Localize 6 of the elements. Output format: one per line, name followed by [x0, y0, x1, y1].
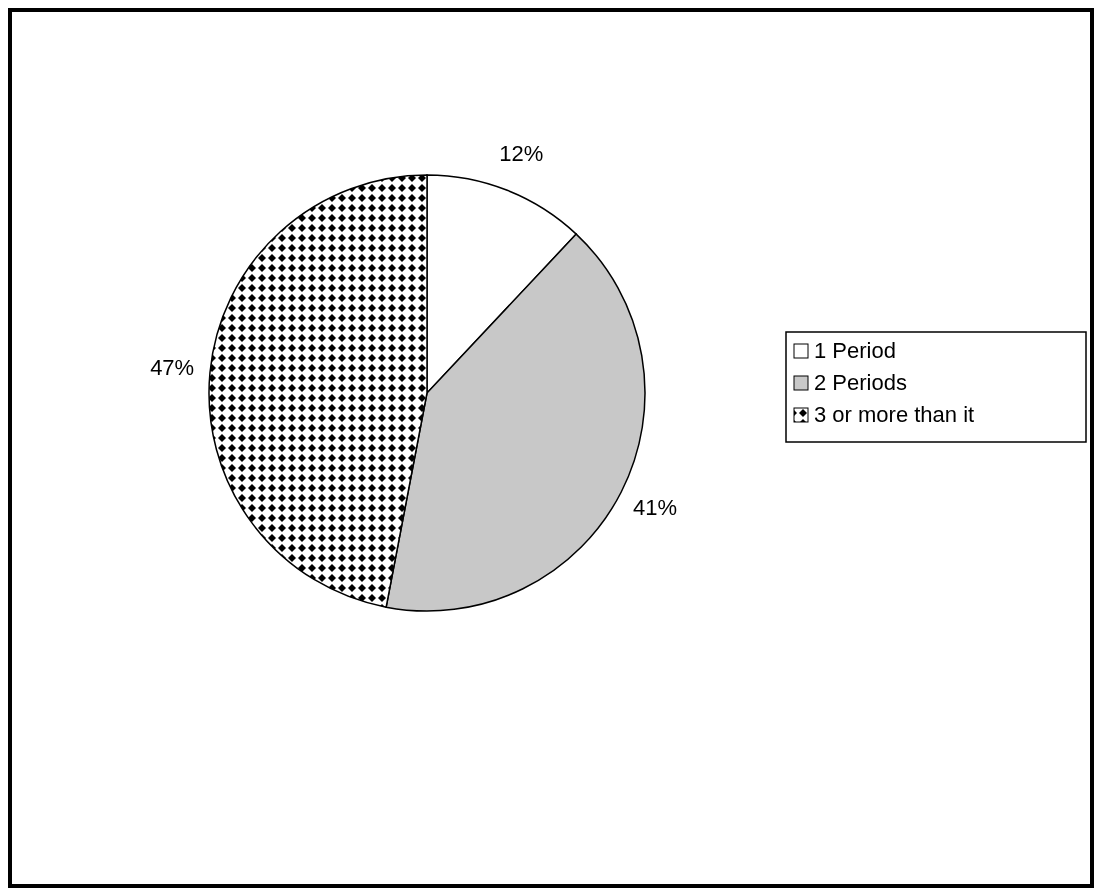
data-label: 41%	[633, 495, 678, 521]
legend-label: 2 Periods	[814, 369, 907, 395]
data-label: 12%	[499, 140, 544, 166]
legend-label: 1 Period	[814, 337, 896, 363]
legend-label: 3 or more than it	[814, 401, 975, 427]
data-label: 47%	[150, 354, 195, 380]
